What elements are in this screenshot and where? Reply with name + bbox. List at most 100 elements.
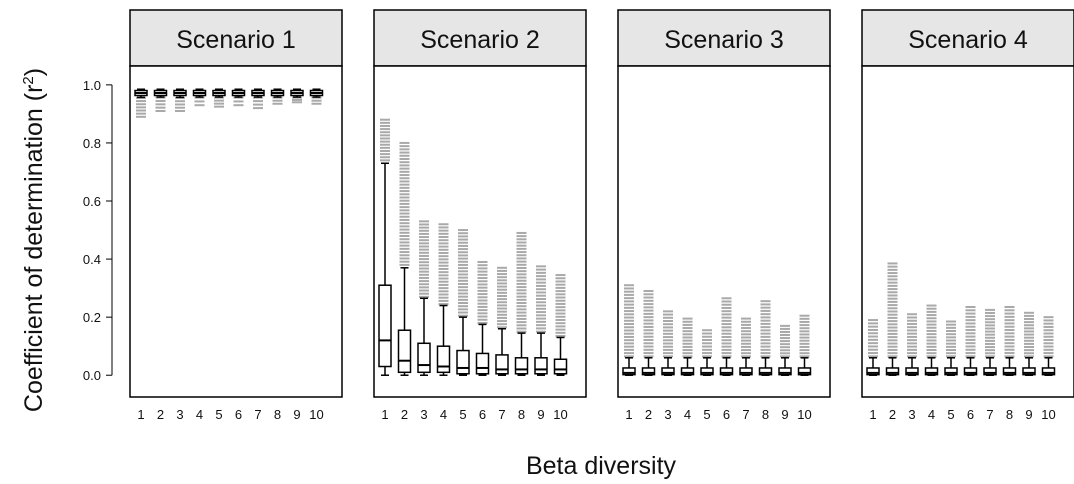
x-tick-label: 7 <box>986 407 993 422</box>
box-1 <box>866 319 880 376</box>
box-6 <box>963 305 978 376</box>
x-tick-label: 7 <box>254 407 261 422</box>
panel-plot-area <box>617 65 831 398</box>
box-6 <box>231 88 246 107</box>
x-tick-label: 10 <box>553 407 567 422</box>
x-tick-label: 4 <box>440 407 447 422</box>
box-7 <box>983 308 997 376</box>
box-iqr <box>661 367 675 376</box>
x-tick-label: 4 <box>928 407 935 422</box>
box-iqr <box>758 367 773 376</box>
box-iqr <box>1041 367 1056 376</box>
x-tick-label: 8 <box>1006 407 1013 422</box>
x-tick-label: 2 <box>401 407 408 422</box>
y-tick-label: 1.0 <box>83 78 101 93</box>
x-tick-label: 2 <box>645 407 652 422</box>
box-4 <box>680 317 695 376</box>
x-tick-label: 10 <box>797 407 811 422</box>
x-tick-label: 4 <box>196 407 203 422</box>
x-tick-label: 5 <box>703 407 710 422</box>
box-8 <box>270 88 285 105</box>
x-tick-label: 9 <box>293 407 300 422</box>
box-3 <box>905 313 919 376</box>
box-10 <box>309 88 324 105</box>
box-iqr <box>397 329 412 374</box>
x-tick-label: 10 <box>309 407 323 422</box>
x-tick-label: 7 <box>742 407 749 422</box>
panel-strip <box>861 9 1074 67</box>
panel-plot-area <box>129 65 343 398</box>
y-tick-label: 0.6 <box>83 194 101 209</box>
box-iqr <box>866 367 880 376</box>
x-tick-label: 8 <box>762 407 769 422</box>
box-9 <box>290 88 304 104</box>
x-tick-label: 3 <box>176 407 183 422</box>
box-5 <box>944 320 958 376</box>
box-9 <box>778 324 792 376</box>
box-8 <box>514 231 529 376</box>
box-iqr <box>456 349 470 375</box>
box-iqr <box>797 367 812 376</box>
box-iqr <box>924 367 939 376</box>
box-4 <box>436 223 451 376</box>
box-iqr <box>553 358 568 375</box>
box-2 <box>641 290 656 376</box>
box-2 <box>397 141 412 376</box>
x-tick-label: 8 <box>274 407 281 422</box>
x-tick-label: 8 <box>518 407 525 422</box>
box-iqr <box>514 357 529 375</box>
x-tick-label: 5 <box>947 407 954 422</box>
box-iqr <box>417 342 431 374</box>
box-10 <box>797 314 812 376</box>
box-4 <box>924 304 939 376</box>
box-6 <box>475 260 490 376</box>
box-iqr <box>534 357 548 375</box>
panel-title: Scenario 3 <box>664 26 784 54</box>
panel-plot-area <box>861 65 1074 398</box>
y-tick-label: 0.8 <box>83 136 101 151</box>
box-iqr <box>739 367 753 376</box>
box-5 <box>212 88 226 108</box>
x-tick-label: 4 <box>684 407 691 422</box>
box-10 <box>553 274 568 376</box>
x-tick-label: 7 <box>498 407 505 422</box>
y-axis: 0.0 0.2 0.4 0.6 0.8 1.0 <box>83 78 113 383</box>
panel-title: Scenario 2 <box>420 26 540 54</box>
box-9 <box>1022 311 1036 376</box>
box-1 <box>378 118 392 376</box>
box-iqr <box>700 367 714 376</box>
box-8 <box>758 300 773 376</box>
x-tick-label: 5 <box>215 407 222 422</box>
box-iqr <box>1002 367 1017 376</box>
y-tick-label: 0.2 <box>83 310 101 325</box>
box-iqr <box>963 367 978 376</box>
x-tick-label: 6 <box>235 407 242 422</box>
x-tick-label: 6 <box>479 407 486 422</box>
x-tick-label: 9 <box>1025 407 1032 422</box>
x-tick-label: 10 <box>1041 407 1055 422</box>
box-iqr <box>378 284 392 368</box>
box-1 <box>622 284 636 376</box>
y-axis-title: Coefficient of determination (r2) <box>20 68 48 412</box>
panel-strip <box>617 9 831 67</box>
panel-scenario-3: Scenario 3 1 2 3 4 5 6 7 8 9 10 <box>617 9 831 422</box>
box-3 <box>661 310 675 376</box>
y-axis-title-close: ) <box>20 68 48 76</box>
box-iqr <box>495 354 509 375</box>
y-axis-title-sup: 2 <box>20 76 37 84</box>
panel-title: Scenario 4 <box>908 26 1028 54</box>
x-tick-label: 1 <box>625 407 632 422</box>
box-iqr <box>680 367 695 376</box>
panel-strip <box>129 9 343 67</box>
panel-scenario-1: Scenario 1 1 2 3 4 5 6 7 8 9 10 <box>129 9 343 422</box>
panel-scenario-4: Scenario 4 1 2 3 4 5 6 7 8 9 10 <box>861 9 1074 422</box>
panel-title: Scenario 1 <box>176 26 296 54</box>
box-8 <box>1002 305 1017 376</box>
x-tick-label: 6 <box>723 407 730 422</box>
box-iqr <box>436 345 451 374</box>
x-tick-label: 1 <box>381 407 388 422</box>
x-tick-label: 9 <box>537 407 544 422</box>
box-7 <box>739 317 753 376</box>
